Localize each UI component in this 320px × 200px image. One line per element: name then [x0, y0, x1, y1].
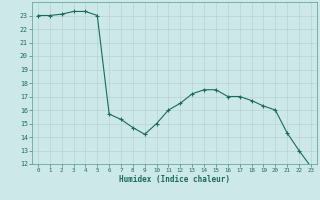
X-axis label: Humidex (Indice chaleur): Humidex (Indice chaleur) [119, 175, 230, 184]
